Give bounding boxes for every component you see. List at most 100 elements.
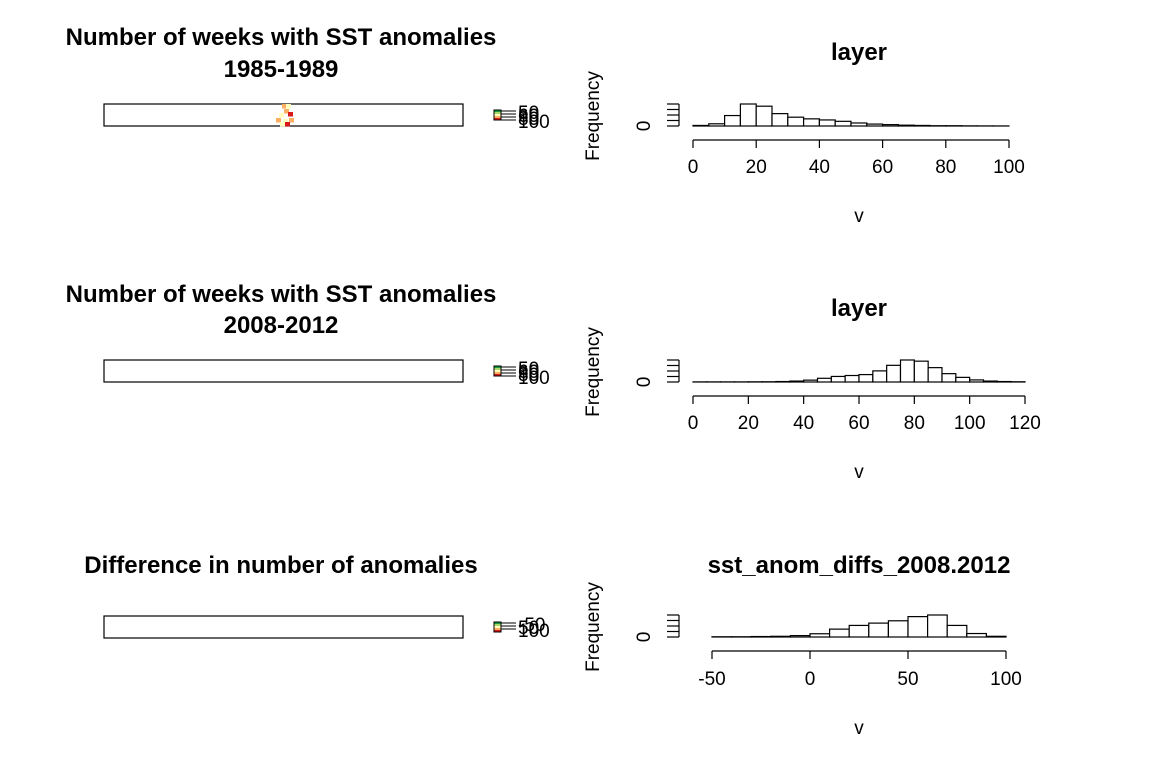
histogram-panel-1: layer 0 20 40 60 80 100 v 0 Frequency	[583, 39, 1025, 227]
histogram-bar	[789, 635, 811, 638]
histogram-bar	[985, 635, 1007, 638]
histogram-bar	[809, 633, 831, 638]
histogram-bar	[787, 116, 805, 127]
x-tick-label: 20	[738, 413, 759, 434]
legend-tick-label: 100	[518, 621, 550, 642]
legend-color-swatch	[494, 622, 501, 624]
histogram-bars	[692, 359, 1026, 383]
y-axis: 0	[634, 614, 680, 642]
histogram-bar	[771, 113, 789, 127]
legend-color-swatch	[494, 114, 501, 116]
histogram-bar	[830, 375, 846, 383]
map-raster-cell	[280, 122, 285, 127]
legend-tick-label: 60	[518, 362, 539, 383]
map-title-line-2: 2008-2012	[224, 312, 339, 339]
histogram-bar	[897, 124, 915, 127]
legend-tick-label: 50	[518, 103, 539, 124]
map-title-line-1: Number of weeks with SST anomalies	[66, 281, 497, 308]
histogram-bars	[711, 614, 1007, 638]
legend-color-swatch	[494, 372, 501, 374]
legend-tick-label: 50	[518, 359, 539, 380]
y-tick-label: 0	[634, 121, 655, 132]
histogram-bar	[946, 624, 968, 638]
histogram-bar	[982, 380, 998, 383]
legend-frame	[493, 365, 502, 377]
histogram-bar	[899, 359, 915, 383]
x-tick-label: 100	[993, 157, 1025, 178]
histogram-bar	[866, 123, 884, 127]
legend-tick-label: 80	[518, 365, 539, 386]
histogram-panel-3: sst_anom_diffs_2008.2012 -50 0 50 100 v 0 Frequ…	[583, 552, 1022, 739]
legend-tick-label: 100	[518, 368, 550, 389]
legend-color-swatch	[494, 374, 501, 376]
map-raster-cell	[279, 113, 284, 118]
x-tick-label: 100	[990, 669, 1022, 690]
histogram-bar	[770, 635, 791, 638]
x-tick-label: 20	[746, 157, 767, 178]
legend-color-swatch	[494, 368, 501, 370]
map-title-line-2: 1985-1989	[224, 56, 339, 83]
y-axis-label: Frequency	[583, 582, 604, 672]
histogram-bar	[723, 114, 741, 127]
histogram-bar	[872, 370, 888, 383]
histogram-bar	[907, 616, 929, 638]
legend-color-swatch	[494, 630, 501, 632]
histogram-bar	[816, 377, 832, 383]
histogram-bar	[692, 124, 710, 127]
legend-color-swatch	[494, 366, 501, 368]
histogram-bar	[834, 120, 852, 127]
histogram-bar	[803, 379, 819, 383]
histogram-bar	[969, 379, 985, 383]
map-frame	[103, 615, 464, 639]
map-raster-cell	[289, 118, 294, 123]
x-tick-label: 120	[1009, 413, 1041, 434]
histogram-panel-2: layer 0 20 40 60 80 100 120 v 0 Frequency	[583, 295, 1041, 483]
x-tick-label: 40	[809, 157, 830, 178]
legend-tick-label: 50	[518, 618, 539, 639]
histogram-bar	[887, 620, 909, 638]
histogram-bar	[755, 105, 773, 127]
legend-frame	[493, 621, 502, 633]
map-title-line-1: Number of weeks with SST anomalies	[66, 24, 497, 51]
x-axis: 0 20 40 60 80 100	[688, 139, 1025, 178]
histogram-bar	[941, 373, 957, 383]
x-axis: 0 20 40 60 80 100 120	[688, 395, 1041, 434]
map-raster-patch	[276, 104, 294, 127]
legend-color-swatch	[494, 118, 501, 120]
legend-color-swatch	[494, 116, 501, 118]
histogram-bar	[802, 118, 820, 127]
legend-frame	[493, 109, 502, 121]
legend-color-swatch	[494, 628, 501, 630]
y-axis-label: Frequency	[583, 327, 604, 417]
map-panel-1: Number of weeks with SST anomalies 1985-1…	[66, 24, 550, 133]
histogram-bar	[913, 124, 931, 127]
map-raster-cell	[276, 118, 281, 123]
x-tick-label: 0	[805, 669, 816, 690]
legend-color-swatch	[494, 626, 501, 628]
histogram-bar	[858, 373, 874, 383]
histogram-bar	[955, 376, 971, 383]
y-axis: 0	[634, 103, 680, 132]
map-raster-cell	[283, 119, 288, 124]
histogram-bar	[886, 364, 902, 383]
legend-tick-label: 60	[518, 106, 539, 127]
x-tick-label: -50	[698, 669, 725, 690]
legend-tick-label: -50	[518, 615, 545, 636]
y-axis: 0	[634, 359, 680, 387]
histogram-bars	[692, 103, 1010, 127]
x-tick-label: 80	[935, 157, 956, 178]
histogram-bar	[818, 119, 836, 127]
histogram-bar	[739, 103, 757, 127]
x-tick-label: 0	[688, 413, 699, 434]
histogram-title: sst_anom_diffs_2008.2012	[708, 552, 1011, 579]
histogram-bar	[868, 622, 889, 638]
histogram-bar	[926, 614, 948, 638]
legend-tick-label: 80	[518, 109, 539, 130]
histogram-bar	[708, 123, 726, 127]
x-axis-label: v	[854, 462, 864, 483]
x-tick-label: 60	[872, 157, 893, 178]
